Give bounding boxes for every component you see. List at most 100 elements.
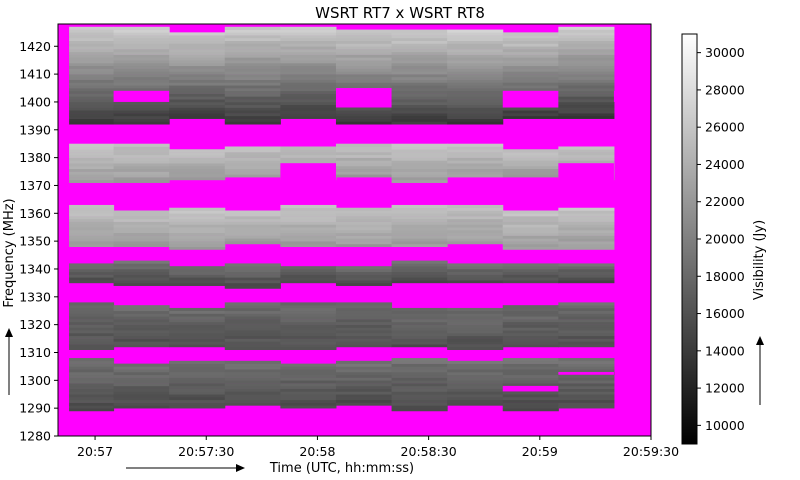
- data-cell: [113, 101, 170, 106]
- data-cell: [69, 121, 115, 125]
- data-cell: [113, 163, 170, 167]
- y-tick-label: 1340: [19, 261, 51, 276]
- data-cell: [447, 154, 504, 158]
- data-cell: [169, 230, 226, 234]
- data-cell: [280, 341, 337, 345]
- data-cell: [69, 402, 115, 406]
- data-cell: [558, 88, 615, 92]
- data-cell: [335, 71, 393, 75]
- data-cell: [447, 110, 504, 114]
- y-tick-label: 1310: [19, 345, 51, 360]
- data-cell: [113, 168, 170, 172]
- data-cell: [335, 369, 393, 373]
- data-cell: [558, 101, 615, 106]
- data-cell: [391, 397, 448, 401]
- data-cell: [69, 168, 115, 172]
- data-cell: [558, 327, 615, 331]
- data-cell: [335, 49, 393, 53]
- data-cell: [169, 163, 226, 167]
- x-axis: 20:57 20:57:30 20:58 20:58:30 20:59 20:59:30: [77, 436, 679, 459]
- data-cell: [280, 204, 337, 209]
- data-cell: [280, 213, 337, 217]
- data-cell: [502, 49, 559, 53]
- data-cell: [69, 163, 115, 167]
- data-cell: [113, 241, 170, 245]
- data-cell: [335, 394, 393, 398]
- data-cell: [224, 274, 281, 278]
- data-cell: [391, 238, 448, 242]
- data-cell: [502, 344, 559, 348]
- data-cell: [335, 118, 393, 122]
- data-cell: [169, 82, 226, 86]
- data-cell: [169, 177, 226, 181]
- data-cell: [169, 385, 226, 389]
- data-cell: [113, 57, 170, 61]
- data-cell: [224, 82, 281, 86]
- data-cell: [335, 307, 393, 312]
- data-cell: [447, 333, 504, 337]
- data-cell: [391, 271, 448, 275]
- data-cell: [224, 74, 281, 78]
- data-cell: [558, 57, 615, 61]
- data-cell: [280, 327, 337, 331]
- data-cell: [502, 266, 559, 270]
- data-cell: [280, 32, 337, 36]
- data-cell: [558, 32, 615, 36]
- data-cell: [447, 93, 504, 97]
- data-cell: [280, 274, 337, 278]
- data-cell: [113, 232, 170, 236]
- x-tick-label: 20:57: [77, 444, 113, 459]
- data-cell: [558, 316, 615, 320]
- data-cell: [169, 96, 226, 100]
- data-cell: [224, 224, 281, 228]
- data-cell: [391, 224, 448, 228]
- data-cell: [558, 107, 615, 111]
- data-cell: [502, 107, 559, 111]
- data-cell: [69, 93, 115, 97]
- data-cell: [169, 363, 226, 367]
- data-cell: [335, 107, 393, 111]
- data-cell: [280, 160, 337, 164]
- data-cell: [447, 68, 504, 72]
- data-cell: [224, 157, 281, 161]
- data-cell: [335, 268, 393, 273]
- data-cell: [69, 224, 115, 228]
- data-cell: [335, 35, 393, 39]
- data-cell: [502, 85, 559, 89]
- data-cell: [391, 179, 448, 183]
- data-cell: [391, 216, 448, 220]
- data-cell: [224, 369, 281, 373]
- data-cell: [391, 324, 448, 328]
- data-cell: [558, 366, 615, 370]
- data-cell: [280, 51, 337, 55]
- data-cell: [447, 71, 504, 75]
- data-cell: [113, 266, 170, 270]
- data-cell: [280, 266, 337, 270]
- data-cell: [224, 101, 281, 106]
- data-cell: [558, 235, 615, 239]
- data-cell: [69, 57, 115, 61]
- data-cell: [224, 93, 281, 97]
- data-cell: [391, 335, 448, 339]
- data-cell: [69, 277, 115, 281]
- data-cell: [447, 391, 504, 395]
- data-cell: [224, 29, 281, 33]
- heatmap-cells: [58, 24, 651, 436]
- data-cell: [447, 346, 504, 351]
- data-cell: [69, 49, 115, 53]
- data-cell: [502, 160, 559, 164]
- data-cell: [558, 341, 615, 345]
- data-cell: [335, 274, 393, 278]
- data-cell: [113, 146, 170, 150]
- data-cell: [280, 371, 337, 376]
- data-cell: [224, 327, 281, 331]
- data-cell: [558, 35, 615, 39]
- data-cell: [391, 60, 448, 64]
- data-cell: [391, 218, 448, 222]
- data-cell: [69, 54, 115, 58]
- data-cell: [224, 46, 281, 50]
- data-cell: [280, 101, 337, 106]
- data-cell: [69, 363, 115, 367]
- data-cell: [335, 165, 393, 170]
- data-cell: [280, 330, 337, 334]
